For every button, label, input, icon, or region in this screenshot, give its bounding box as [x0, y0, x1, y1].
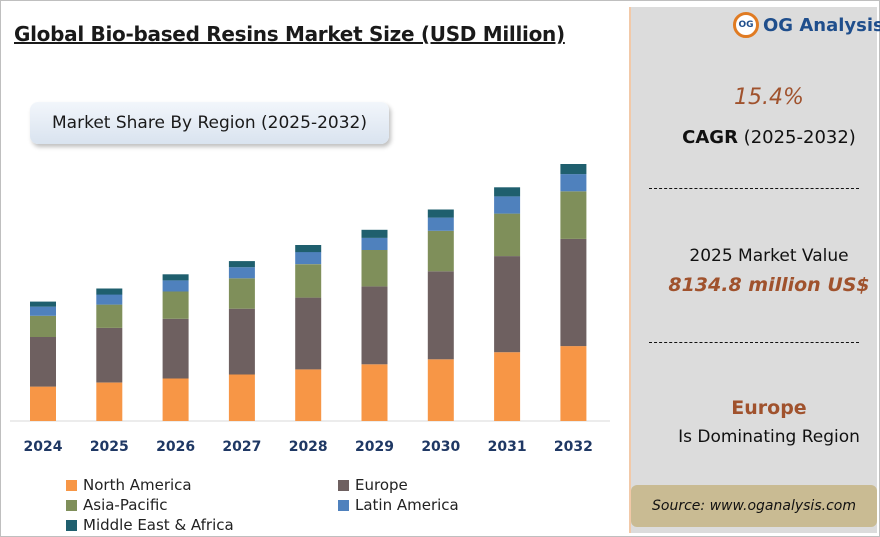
bar-segment-2032-north-america	[560, 346, 587, 421]
bar-segment-2025-middle-east-africa	[96, 288, 123, 295]
x-tick-label: 2028	[289, 439, 328, 455]
bar-segment-2030-europe	[427, 271, 454, 360]
subtitle-pill: Market Share By Region (2025-2032)	[30, 102, 389, 144]
bar-segment-2028-latin-america	[295, 252, 322, 265]
bar-segment-2031-north-america	[494, 352, 521, 421]
cagr-label-line: CAGR (2025-2032)	[631, 127, 880, 148]
bar-segment-2027-europe	[228, 308, 255, 375]
bar-segment-2024-middle-east-africa	[30, 301, 56, 307]
legend-swatch	[338, 499, 349, 511]
source-text: Source: www.oganalysis.com	[652, 498, 856, 514]
bar-segment-2025-asia-pacific	[96, 304, 123, 328]
bar-segment-2032-middle-east-africa	[560, 164, 587, 175]
chart-legend: North America Europe Asia-Pacific Latin Ame…	[66, 476, 606, 534]
bar-segment-2026-asia-pacific	[162, 291, 189, 319]
bar-segment-2029-middle-east-africa	[361, 229, 388, 238]
bar-segment-2030-north-america	[427, 359, 454, 421]
bar-segment-2024-europe	[30, 337, 56, 387]
market-value-label: 2025 Market Value	[689, 246, 849, 266]
bar-segment-2031-europe	[494, 256, 521, 353]
summary-panel: OG OG Analysis 15.4% CAGR (2025-2032) 20…	[629, 7, 880, 533]
bar-segment-2028-europe	[295, 297, 322, 370]
logo-text: OG Analysis	[763, 14, 880, 36]
bar-segment-2029-north-america	[361, 364, 388, 421]
cagr-label: CAGR	[682, 127, 738, 148]
bar-segment-2025-europe	[96, 327, 123, 383]
x-tick-label: 2031	[488, 439, 527, 455]
legend-label: Latin America	[355, 496, 459, 514]
legend-item: Asia-Pacific	[66, 496, 168, 514]
dominating-region-label: Is Dominating Region	[678, 427, 860, 447]
divider-2	[649, 342, 859, 343]
x-tick-label: 2032	[554, 439, 593, 455]
og-analysis-logo: OG OG Analysis	[733, 12, 880, 38]
legend-swatch	[66, 479, 77, 491]
legend-item: Middle East & Africa	[66, 516, 234, 534]
x-tick-label: 2027	[222, 439, 261, 455]
bar-segment-2031-asia-pacific	[494, 213, 521, 257]
bar-segment-2028-middle-east-africa	[295, 245, 322, 253]
bar-segment-2029-europe	[361, 286, 388, 365]
bar-segment-2032-latin-america	[560, 174, 587, 192]
bar-segment-2028-north-america	[295, 369, 322, 421]
bar-segment-2031-latin-america	[494, 196, 521, 214]
bar-segment-2028-asia-pacific	[295, 264, 322, 298]
divider-1	[649, 188, 859, 189]
bar-segment-2026-middle-east-africa	[162, 274, 189, 281]
legend-label: North America	[83, 476, 192, 494]
subtitle-text: Market Share By Region (2025-2032)	[52, 113, 367, 133]
chart-title: Global Bio-based Resins Market Size (USD…	[14, 22, 565, 46]
bar-segment-2024-asia-pacific	[30, 315, 56, 337]
bar-segment-2029-asia-pacific	[361, 250, 388, 287]
bar-segment-2031-middle-east-africa	[494, 187, 521, 197]
legend-swatch	[66, 499, 77, 511]
bar-segment-2030-asia-pacific	[427, 230, 454, 272]
legend-item: Europe	[338, 476, 408, 494]
market-value: 8134.8 million US$	[668, 274, 870, 296]
legend-swatch	[338, 479, 349, 491]
x-tick-label: 2029	[355, 439, 394, 455]
bar-segment-2024-latin-america	[30, 306, 56, 316]
x-tick-label: 2024	[24, 439, 63, 455]
bar-segment-2027-north-america	[228, 374, 255, 421]
source-box: Source: www.oganalysis.com	[631, 485, 877, 527]
dominating-region: Europe	[731, 397, 807, 419]
legend-item: North America	[66, 476, 192, 494]
bar-segment-2032-europe	[560, 238, 587, 347]
bar-segment-2030-latin-america	[427, 217, 454, 231]
cagr-period: (2025-2032)	[743, 127, 856, 148]
bar-segment-2027-middle-east-africa	[228, 261, 255, 268]
bar-segment-2026-north-america	[162, 378, 189, 421]
bar-segment-2027-asia-pacific	[228, 278, 255, 309]
bar-segment-2026-latin-america	[162, 280, 189, 292]
x-tick-label: 2030	[421, 439, 460, 455]
bar-segment-2025-north-america	[96, 382, 123, 421]
bar-segment-2024-north-america	[30, 386, 56, 421]
bar-segment-2032-asia-pacific	[560, 191, 587, 239]
legend-label: Europe	[355, 476, 408, 494]
x-tick-label: 2026	[156, 439, 195, 455]
legend-item: Latin America	[338, 496, 459, 514]
legend-label: Middle East & Africa	[83, 516, 234, 534]
bar-segment-2027-latin-america	[228, 267, 255, 279]
x-tick-label: 2025	[90, 439, 129, 455]
legend-label: Asia-Pacific	[83, 496, 168, 514]
legend-swatch	[66, 519, 77, 531]
bar-segment-2030-middle-east-africa	[427, 209, 454, 218]
bar-segment-2025-latin-america	[96, 294, 123, 305]
bar-segment-2026-europe	[162, 318, 189, 379]
bar-segment-2029-latin-america	[361, 237, 388, 250]
stacked-bar-chart: 2024 2025 2026 2027 2028 2029 2030 2031 2032	[10, 164, 610, 455]
cagr-value: 15.4%	[734, 85, 804, 110]
og-logo-icon: OG	[733, 12, 759, 38]
